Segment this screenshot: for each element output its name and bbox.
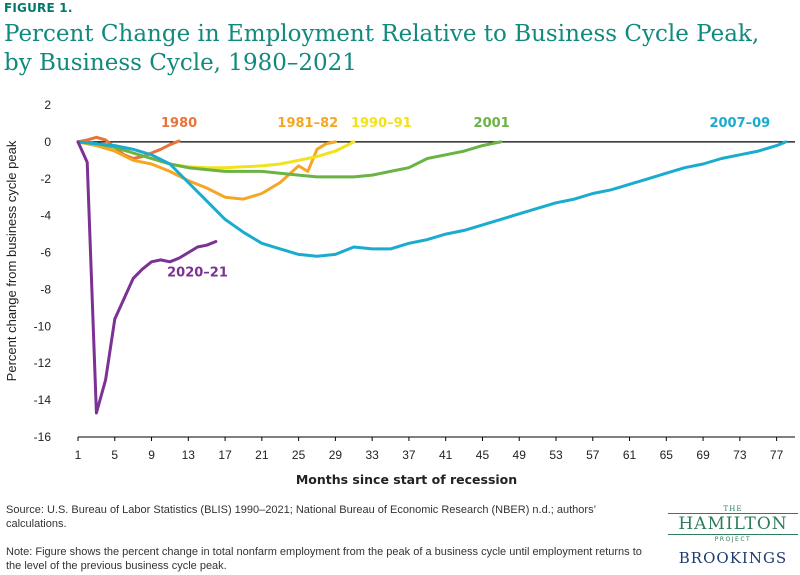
series-line-2007–09: [76, 140, 788, 258]
x-tick-label: 73: [733, 448, 747, 462]
y-tick-label: 0: [44, 135, 51, 149]
source-note: Source: U.S. Bureau of Labor Statistics …: [6, 504, 596, 530]
chart: 2 0 -2 -4 -6 -8 -10 -12 -14 -16 1 5 9 13 17 21 25 29 33 37 4…: [4, 98, 795, 487]
series-line-1981–82: [76, 140, 337, 201]
x-tick-label: 25: [292, 448, 306, 462]
x-tick-label: 53: [549, 448, 563, 462]
x-tick-label: 41: [439, 448, 453, 462]
x-tick-label: 13: [182, 448, 196, 462]
series-label-2007–09: 2007–09: [709, 116, 770, 131]
logo-brookings: BROOKINGS: [678, 549, 788, 567]
series-line-2020–21: [76, 140, 218, 415]
publisher-logo: THE HAMILTON PROJECT BROOKINGS: [668, 505, 798, 567]
x-axis-label: Months since start of recession: [296, 472, 517, 487]
x-tick-label: 17: [218, 448, 232, 462]
x-tick-label: 33: [365, 448, 379, 462]
x-tick-label: 29: [329, 448, 343, 462]
x-tick-label: 9: [148, 448, 155, 462]
series-label-2001: 2001: [474, 116, 510, 131]
footnote: Note: Figure shows the percent change in…: [6, 546, 642, 572]
x-tick-label: 1: [75, 448, 82, 462]
y-tick-label: -6: [40, 246, 51, 260]
y-axis-label: Percent change from business cycle peak: [4, 140, 19, 381]
x-tick-label: 77: [770, 448, 784, 462]
x-tick-label: 61: [623, 448, 637, 462]
x-tick-label: 69: [696, 448, 710, 462]
series-label-2020–21: 2020–21: [167, 266, 228, 281]
y-tick-label: -2: [40, 172, 51, 186]
x-tick-label: 49: [513, 448, 527, 462]
x-tick-label: 57: [586, 448, 600, 462]
x-tick-label: 21: [255, 448, 269, 462]
y-tick-label: -16: [34, 430, 52, 444]
chart-title: Percent Change in Employment Relative to…: [4, 21, 760, 76]
y-tick-label: -14: [34, 393, 52, 407]
logo-hamilton: HAMILTON: [668, 513, 798, 535]
series-label-1981–82: 1981–82: [277, 116, 338, 131]
logo-project: PROJECT: [714, 536, 752, 543]
x-tick-label: 65: [660, 448, 674, 462]
x-tick-label: 45: [476, 448, 490, 462]
y-tick-label: -4: [40, 209, 51, 223]
x-tick-label: 37: [402, 448, 416, 462]
series-label-1980: 1980: [161, 116, 197, 131]
series-line-2001: [76, 140, 503, 179]
x-tick-label: 5: [111, 448, 118, 462]
y-tick-label: -12: [34, 356, 52, 370]
figure-label: FIGURE 1.: [4, 1, 73, 15]
y-tick-label: -10: [34, 319, 52, 333]
logo-the: THE: [723, 505, 743, 513]
series-label-1990–91: 1990–91: [351, 116, 412, 131]
y-tick-label: 2: [44, 98, 51, 112]
y-tick-label: -8: [40, 282, 51, 296]
